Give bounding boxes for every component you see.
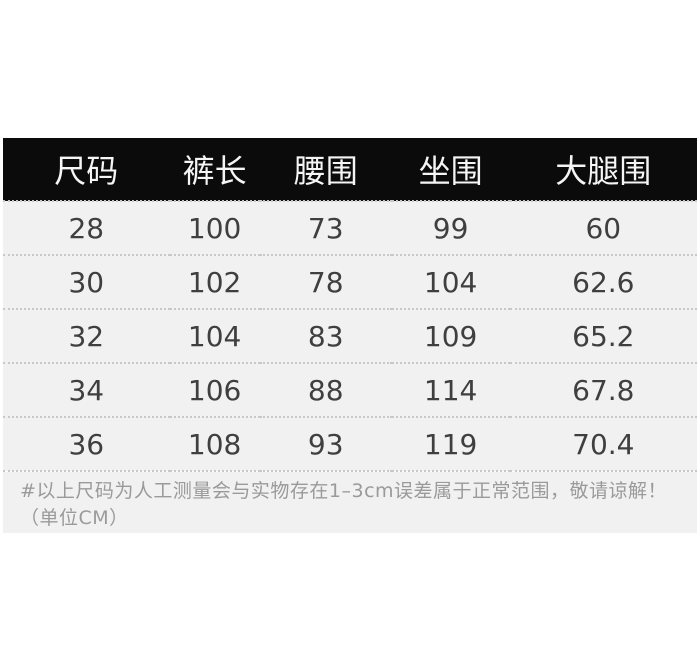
table-row: 34 106 88 114 67.8 [3, 363, 697, 418]
table-cell: 93 [259, 417, 392, 472]
table-cell: 73 [259, 201, 392, 256]
table-cell: 99 [391, 201, 510, 256]
column-header: 腰围 [259, 138, 392, 202]
table-row: 30 102 78 104 62.6 [3, 255, 697, 310]
table-cell: 32 [3, 309, 170, 364]
column-header: 坐围 [391, 138, 510, 202]
column-header: 裤长 [169, 138, 260, 202]
table-cell: 34 [3, 363, 170, 418]
table-row: 32 104 83 109 65.2 [3, 309, 697, 364]
table-cell: 83 [259, 309, 392, 364]
table-cell: 67.8 [509, 363, 697, 418]
table-cell: 60 [509, 201, 697, 256]
size-chart: 尺码 裤长 腰围 坐围 大腿围 28 100 73 99 60 30 102 78 104 62.6 32 1… [3, 138, 697, 533]
table-cell: 102 [169, 255, 260, 310]
table-cell: 88 [259, 363, 392, 418]
table-cell: 28 [3, 201, 170, 256]
measurement-note: #以上尺码为人工测量会与实物存在1–3cm误差属于正常范围，敬请谅解！（单位CM… [3, 472, 697, 533]
table-cell: 114 [391, 363, 510, 418]
header-row: 尺码 裤长 腰围 坐围 大腿围 [3, 138, 697, 202]
table-cell: 106 [169, 363, 260, 418]
table-cell: 104 [169, 309, 260, 364]
table-cell: 36 [3, 417, 170, 472]
table-row: 36 108 93 119 70.4 [3, 417, 697, 472]
table-cell: 62.6 [509, 255, 697, 310]
table-cell: 100 [169, 201, 260, 256]
table-cell: 78 [259, 255, 392, 310]
column-header: 尺码 [3, 138, 170, 202]
table-cell: 104 [391, 255, 510, 310]
table-cell: 108 [169, 417, 260, 472]
table-cell: 119 [391, 417, 510, 472]
table-cell: 65.2 [509, 309, 697, 364]
table-cell: 30 [3, 255, 170, 310]
table-row: 28 100 73 99 60 [3, 201, 697, 256]
column-header: 大腿围 [509, 138, 697, 202]
table-cell: 70.4 [509, 417, 697, 472]
table-cell: 109 [391, 309, 510, 364]
size-chart-table: 尺码 裤长 腰围 坐围 大腿围 28 100 73 99 60 30 102 78 104 62.6 32 1… [3, 138, 697, 472]
